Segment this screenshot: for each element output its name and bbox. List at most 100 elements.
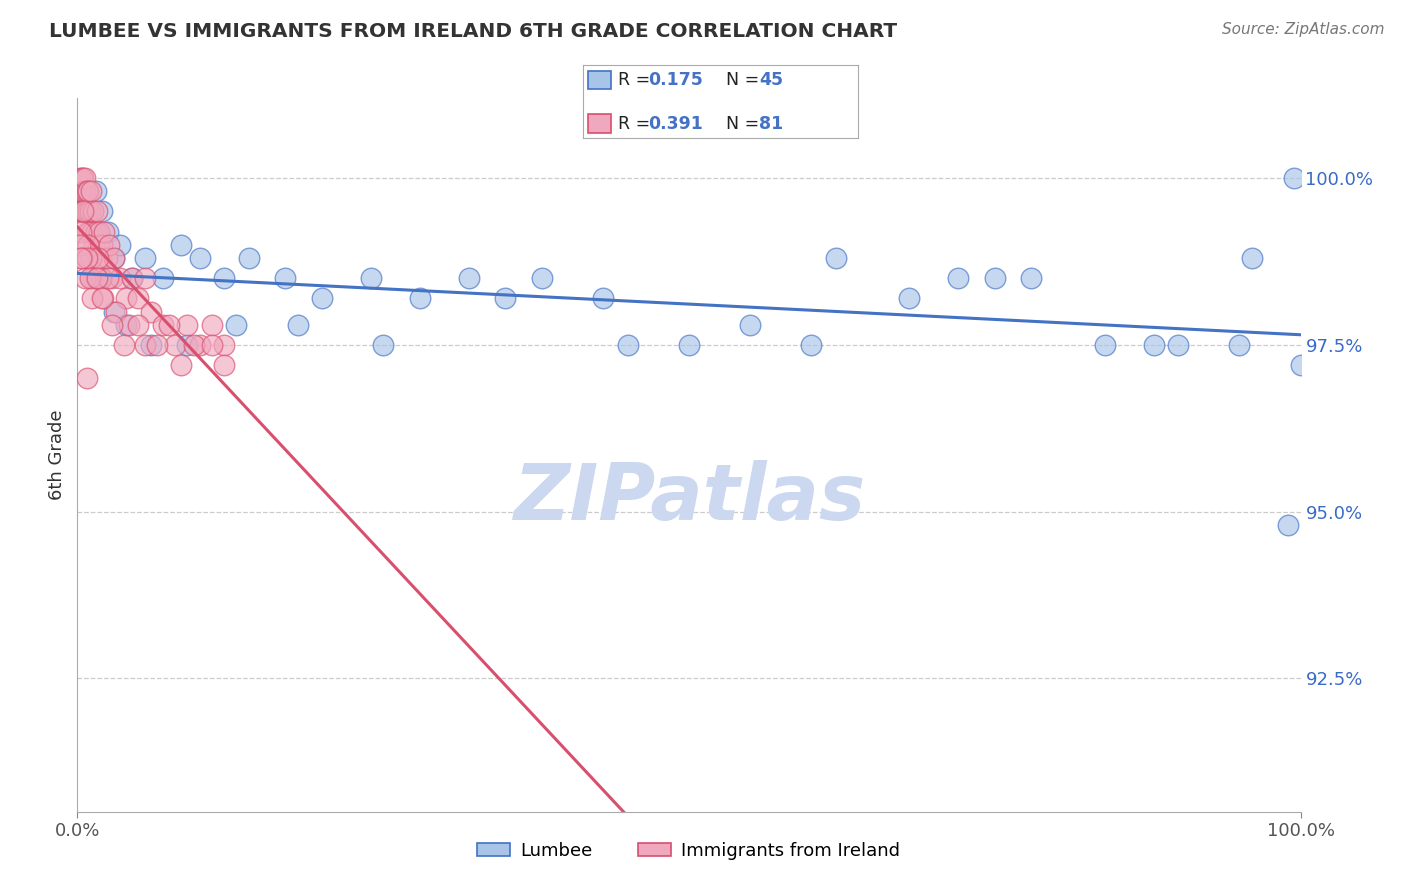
Point <box>592 291 614 305</box>
Point <box>87 237 110 252</box>
Point <box>127 318 149 332</box>
Y-axis label: 6th Grade: 6th Grade <box>48 409 66 500</box>
Point <box>76 185 98 199</box>
Point <box>115 318 138 332</box>
Point <box>70 225 93 239</box>
Text: Source: ZipAtlas.com: Source: ZipAtlas.com <box>1222 22 1385 37</box>
Point <box>800 338 823 352</box>
Point <box>740 318 762 332</box>
Point <box>73 204 96 219</box>
Point <box>84 185 107 199</box>
Point <box>108 237 131 252</box>
Point <box>77 237 100 252</box>
Point <box>76 204 98 219</box>
Point <box>72 171 94 186</box>
Point <box>1021 271 1043 285</box>
Point <box>103 251 125 265</box>
Text: 0.175: 0.175 <box>648 70 703 88</box>
Point <box>1094 338 1116 352</box>
Point <box>77 185 100 199</box>
Point <box>212 338 235 352</box>
Point <box>96 251 118 265</box>
Point <box>91 291 114 305</box>
Point <box>90 237 112 252</box>
Point <box>121 271 143 285</box>
Point <box>97 271 120 285</box>
Point <box>1143 338 1166 352</box>
Text: 0.391: 0.391 <box>648 115 703 133</box>
Point <box>80 225 103 239</box>
Point <box>90 271 112 285</box>
Point <box>134 251 156 265</box>
Point <box>70 251 93 265</box>
Text: ZIPatlas: ZIPatlas <box>513 460 865 536</box>
Point <box>118 318 141 332</box>
Point <box>70 251 93 265</box>
Point <box>1229 338 1251 352</box>
Point <box>70 204 93 219</box>
Point <box>93 225 115 239</box>
Point <box>946 271 969 285</box>
Point <box>72 185 94 199</box>
Point <box>90 204 112 219</box>
Point <box>72 204 94 219</box>
Point <box>86 271 108 285</box>
Point <box>75 204 97 219</box>
Point <box>121 271 143 285</box>
Point <box>183 338 205 352</box>
Point <box>76 225 98 239</box>
Point <box>824 251 846 265</box>
Point <box>80 185 103 199</box>
Point <box>67 204 90 219</box>
Point <box>69 237 91 252</box>
Point <box>100 318 122 332</box>
Point <box>188 338 211 352</box>
Point <box>82 204 104 219</box>
Point <box>311 291 333 305</box>
Point <box>75 171 97 186</box>
FancyBboxPatch shape <box>588 70 612 89</box>
Point <box>170 237 193 252</box>
Point <box>98 237 121 252</box>
Point <box>77 225 100 239</box>
Point <box>1240 251 1263 265</box>
Text: LUMBEE VS IMMIGRANTS FROM IRELAND 6TH GRADE CORRELATION CHART: LUMBEE VS IMMIGRANTS FROM IRELAND 6TH GR… <box>49 22 897 41</box>
Point <box>69 204 91 219</box>
FancyBboxPatch shape <box>588 114 612 133</box>
Point <box>73 185 96 199</box>
Point <box>139 304 162 318</box>
Point <box>75 251 97 265</box>
Point <box>152 271 174 285</box>
Point <box>201 338 224 352</box>
Point <box>73 271 96 285</box>
Point <box>134 338 156 352</box>
Point <box>80 291 103 305</box>
Point <box>80 251 103 265</box>
Point <box>165 338 187 352</box>
Point <box>984 271 1007 285</box>
Point <box>287 318 309 332</box>
Point <box>1277 518 1299 533</box>
Point <box>201 318 224 332</box>
Point <box>103 304 125 318</box>
Point <box>617 338 640 352</box>
Point <box>89 225 111 239</box>
Point <box>100 271 122 285</box>
Text: N =: N = <box>725 70 765 88</box>
Point <box>82 271 104 285</box>
Point <box>79 204 101 219</box>
Point <box>84 225 107 239</box>
Point <box>409 291 432 305</box>
Point <box>152 318 174 332</box>
Point <box>83 237 105 252</box>
Point <box>79 271 101 285</box>
Point <box>1167 338 1189 352</box>
Text: 45: 45 <box>759 70 783 88</box>
Text: 81: 81 <box>759 115 783 133</box>
Point <box>69 171 91 186</box>
Text: R =: R = <box>617 70 655 88</box>
Point <box>112 338 135 352</box>
Point <box>97 225 120 239</box>
Point <box>86 204 108 219</box>
Point <box>76 371 98 385</box>
